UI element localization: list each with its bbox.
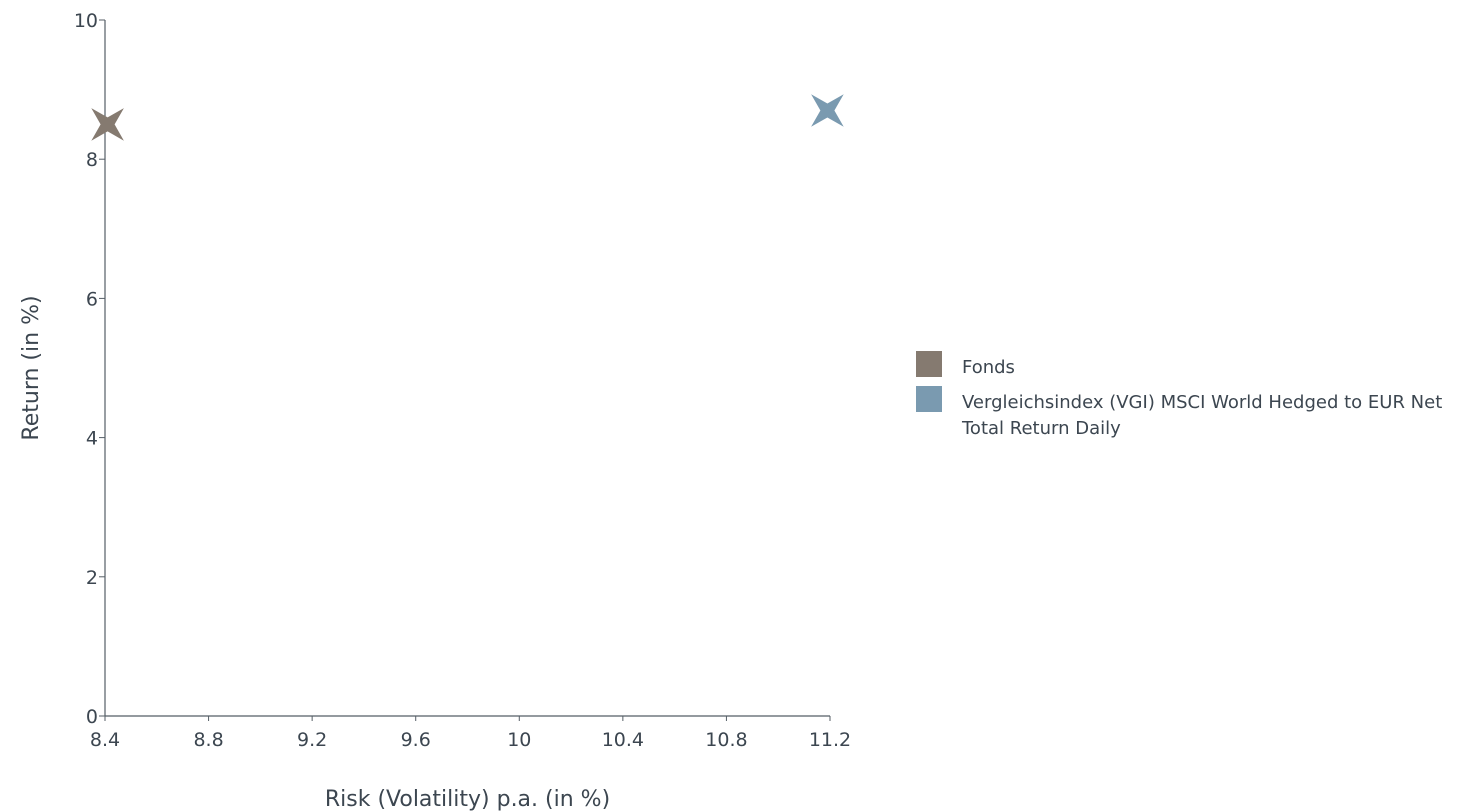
data-points bbox=[91, 94, 844, 141]
legend-item-fonds: Fonds bbox=[916, 351, 1468, 381]
y-axis-ticks: 0 2 4 6 8 10 bbox=[74, 10, 105, 728]
y-tick-label: 10 bbox=[74, 10, 98, 32]
y-tick-label: 8 bbox=[86, 149, 98, 171]
x-tick-label: 9.6 bbox=[401, 729, 431, 751]
x-tick-label: 8.4 bbox=[90, 729, 120, 751]
x-tick-label: 10.8 bbox=[705, 729, 747, 751]
chart-legend: Fonds Vergleichsindex (VGI) MSCI World H… bbox=[916, 351, 1468, 447]
legend-label-fonds: Fonds bbox=[962, 357, 1015, 378]
data-point-benchmark bbox=[811, 94, 844, 127]
y-tick-label: 2 bbox=[86, 567, 98, 589]
x-tick-label: 10 bbox=[507, 729, 531, 751]
y-tick-label: 6 bbox=[86, 288, 98, 310]
legend-item-benchmark: Vergleichsindex (VGI) MSCI World Hedged … bbox=[916, 386, 1468, 442]
data-point-fonds bbox=[91, 108, 124, 141]
x-tick-label: 8.8 bbox=[193, 729, 223, 751]
x-tick-label: 11.2 bbox=[809, 729, 851, 751]
y-tick-label: 4 bbox=[86, 428, 98, 450]
x-axis-ticks: 8.4 8.8 9.2 9.6 10 10.4 10.8 11.2 bbox=[90, 716, 851, 751]
legend-swatch-benchmark bbox=[916, 386, 942, 412]
legend-label-benchmark: Vergleichsindex (VGI) MSCI World Hedged … bbox=[962, 392, 1443, 439]
x-tick-label: 9.2 bbox=[297, 729, 327, 751]
x-tick-label: 10.4 bbox=[602, 729, 644, 751]
y-axis-title: Return (in %) bbox=[19, 295, 44, 440]
x-axis-title: Risk (Volatility) p.a. (in %) bbox=[325, 787, 610, 812]
legend-swatch-fonds bbox=[916, 351, 942, 377]
y-tick-label: 0 bbox=[86, 706, 98, 728]
